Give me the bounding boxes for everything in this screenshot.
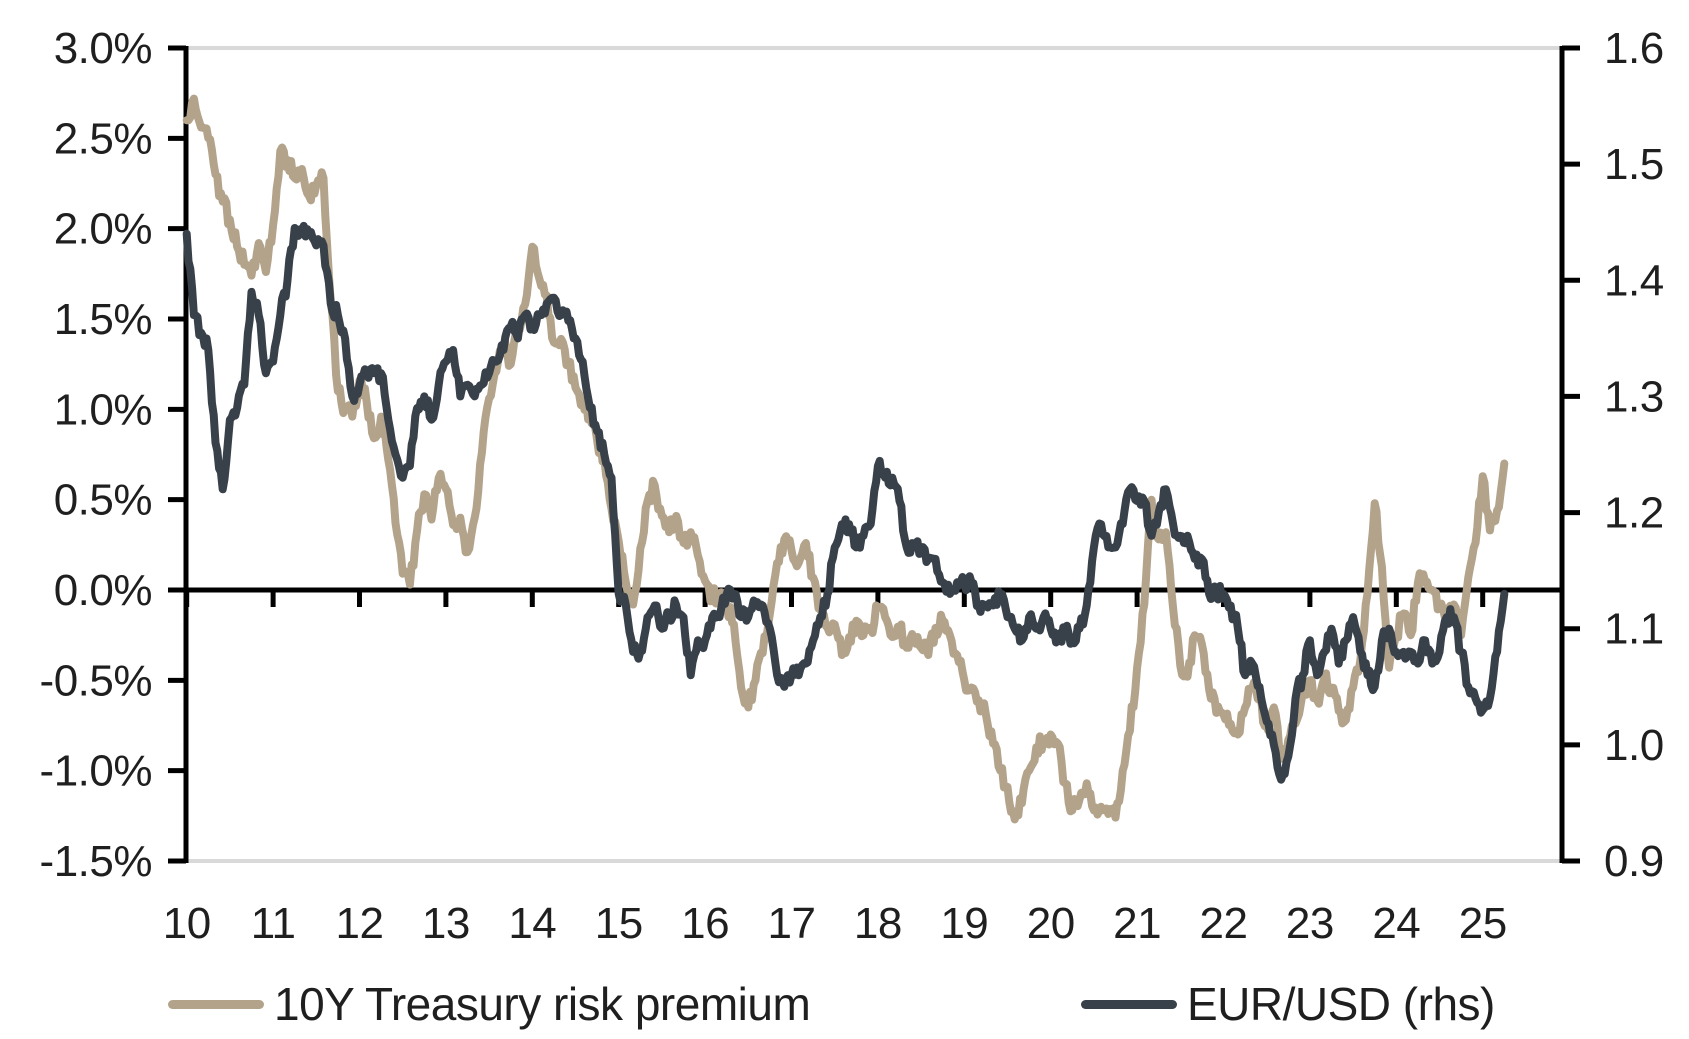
- left-tick-label--0.5%: -0.5%: [40, 656, 152, 705]
- left-tick-label--1.5%: -1.5%: [40, 837, 152, 886]
- left-tick-label-2.0%: 2.0%: [54, 205, 152, 254]
- legend-label-eurusd: EUR/USD (rhs): [1187, 978, 1495, 1030]
- left-tick-label-0.0%: 0.0%: [54, 566, 152, 615]
- x-tick-label-22: 22: [1200, 899, 1248, 948]
- legend-item-eurusd: EUR/USD (rhs): [1081, 978, 1495, 1030]
- x-tick-label-17: 17: [768, 899, 816, 948]
- left-tick-label--1.0%: -1.0%: [40, 747, 152, 796]
- left-tick-label-1.0%: 1.0%: [54, 385, 152, 434]
- right-tick-label-0.9: 0.9: [1604, 837, 1664, 886]
- x-tick-label-16: 16: [681, 899, 729, 948]
- right-tick-label-1.1: 1.1: [1604, 605, 1664, 654]
- x-tick-label-21: 21: [1113, 899, 1161, 948]
- legend-item-risk-premium: 10Y Treasury risk premium: [168, 978, 811, 1030]
- right-tick-label-1.5: 1.5: [1604, 140, 1664, 189]
- right-tick-label-1.6: 1.6: [1604, 24, 1664, 73]
- x-tick-label-18: 18: [854, 899, 902, 948]
- legend-swatch-risk-premium: [168, 999, 264, 1009]
- left-tick-label-2.5%: 2.5%: [54, 114, 152, 163]
- left-tick-label-0.5%: 0.5%: [54, 476, 152, 525]
- x-tick-label-19: 19: [940, 899, 988, 948]
- x-tick-label-24: 24: [1372, 899, 1420, 948]
- x-tick-label-13: 13: [422, 899, 470, 948]
- legend-swatch-eurusd: [1081, 999, 1177, 1009]
- right-tick-label-1.0: 1.0: [1604, 721, 1664, 770]
- x-tick-label-25: 25: [1459, 899, 1507, 948]
- series-line-risk-premium: [182, 94, 1509, 824]
- x-tick-label-23: 23: [1286, 899, 1334, 948]
- x-tick-label-20: 20: [1027, 899, 1075, 948]
- series-line-eurusd: [182, 221, 1509, 784]
- left-tick-label-3.0%: 3.0%: [54, 24, 152, 73]
- x-tick-label-15: 15: [595, 899, 643, 948]
- x-tick-label-10: 10: [163, 899, 211, 948]
- x-tick-label-14: 14: [508, 899, 556, 948]
- x-tick-label-11: 11: [251, 899, 296, 948]
- legend-label-risk-premium: 10Y Treasury risk premium: [274, 978, 811, 1030]
- right-tick-label-1.3: 1.3: [1604, 372, 1664, 421]
- left-tick-label-1.5%: 1.5%: [54, 295, 152, 344]
- right-tick-label-1.2: 1.2: [1604, 489, 1664, 538]
- x-tick-label-12: 12: [336, 899, 384, 948]
- right-tick-label-1.4: 1.4: [1604, 256, 1664, 305]
